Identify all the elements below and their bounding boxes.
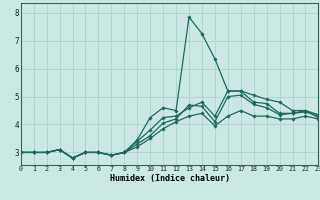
X-axis label: Humidex (Indice chaleur): Humidex (Indice chaleur) [109,174,230,183]
